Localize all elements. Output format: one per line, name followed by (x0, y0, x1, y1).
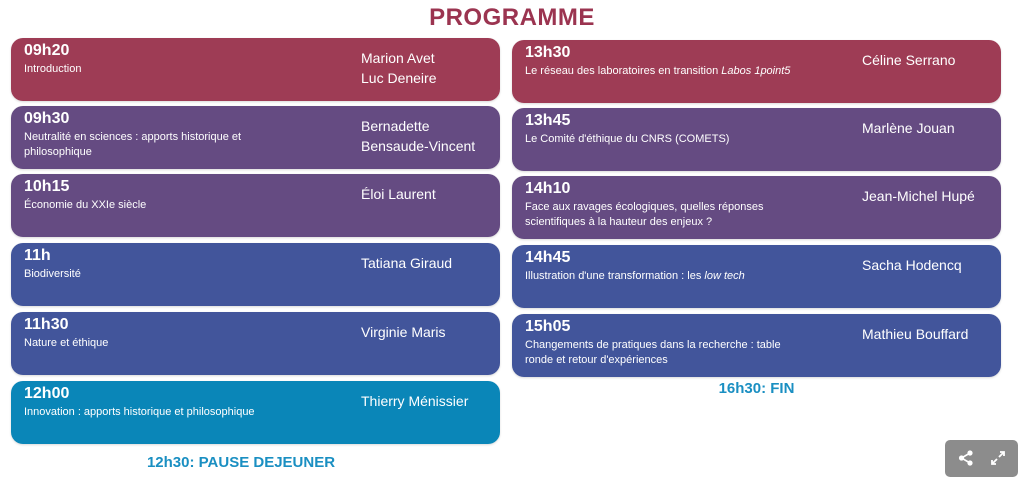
description-text: Introduction (24, 63, 82, 75)
session-speaker: Jean-Michel Hupé (862, 186, 997, 206)
description-text: Innovation : apports historique et philo… (24, 406, 255, 418)
session-speaker: Bernadette Bensaude-Vincent (361, 116, 496, 156)
session-card: 11h30 Nature et éthique Virginie Maris (11, 312, 500, 375)
speaker-name: Éloi Laurent (361, 186, 436, 202)
session-description: Biodiversité (24, 267, 309, 282)
session-description: Économie du XXIe siècle (24, 198, 309, 213)
session-speaker: Céline Serrano (862, 50, 997, 70)
speaker-name: Jean-Michel Hupé (862, 188, 975, 204)
speaker-name: Marion Avet (361, 50, 435, 66)
session-speaker: Virginie Maris (361, 322, 496, 342)
session-description: Neutralité en sciences : apports histori… (24, 130, 309, 160)
page-title: PROGRAMME (429, 4, 595, 31)
session-time: 09h30 (24, 110, 70, 127)
speaker-name: Mathieu Bouffard (862, 326, 969, 342)
speaker-name: Luc Deneire (361, 70, 437, 86)
description-text: Économie du XXIe siècle (24, 199, 147, 211)
session-description: Le réseau des laboratoires en transition… (525, 64, 810, 79)
session-time: 13h45 (525, 112, 571, 129)
session-time: 12h00 (24, 385, 70, 402)
session-card: 12h00 Innovation : apports historique et … (11, 381, 500, 444)
session-card: 13h45 Le Comité d'éthique du CNRS (COMETS… (512, 108, 1001, 171)
session-description: Nature et éthique (24, 336, 309, 351)
session-time: 11h (24, 247, 51, 264)
session-speaker: Marlène Jouan (862, 118, 997, 138)
session-description: Innovation : apports historique et philo… (24, 405, 309, 420)
speaker-name: Tatiana Giraud (361, 255, 453, 271)
session-time: 15h05 (525, 318, 571, 335)
session-card: 14h45 Illustration d'une transformation :… (512, 245, 1001, 308)
session-time: 14h45 (525, 249, 571, 266)
description-text: Illustration d'une transformation : les (525, 270, 705, 282)
description-text: Nature et éthique (24, 337, 109, 349)
description-text: Le Comité d'éthique du CNRS (COMETS) (525, 133, 730, 145)
session-time: 10h15 (24, 178, 70, 195)
session-time: 13h30 (525, 44, 571, 61)
description-italic: low tech (704, 270, 745, 282)
description-text: Face aux ravages écologiques, quelles ré… (525, 201, 764, 228)
speaker-name: Thierry Ménissier (361, 393, 469, 409)
session-time: 09h20 (24, 42, 70, 59)
speaker-name: Virginie Maris (361, 324, 446, 340)
speaker-name: Sacha Hodencq (862, 257, 962, 273)
session-card: 10h15 Économie du XXIe siècle Éloi Laurent (11, 174, 500, 237)
session-speaker: Marion Avet Luc Deneire (361, 48, 496, 88)
share-icon[interactable] (957, 449, 975, 472)
session-speaker: Thierry Ménissier (361, 391, 496, 411)
speaker-name: Marlène Jouan (862, 120, 955, 136)
speaker-name: Céline Serrano (862, 52, 956, 68)
description-italic: Labos 1point5 (721, 65, 791, 77)
session-card: 11h Biodiversité Tatiana Giraud (11, 243, 500, 306)
speaker-name: Bensaude-Vincent (361, 138, 476, 154)
lunch-break-label: 12h30: PAUSE DEJEUNER (146, 454, 336, 471)
session-card: 15h05 Changements de pratiques dans la re… (512, 314, 1001, 377)
fullscreen-icon[interactable] (989, 449, 1007, 472)
description-text: Neutralité en sciences : apports histori… (24, 131, 242, 158)
session-description: Introduction (24, 62, 309, 77)
session-time: 11h30 (24, 316, 69, 333)
end-label: 16h30: FIN (718, 380, 795, 397)
description-text: Changements de pratiques dans la recherc… (525, 339, 781, 366)
session-speaker: Tatiana Giraud (361, 253, 496, 273)
session-card: 13h30 Le réseau des laboratoires en trans… (512, 40, 1001, 103)
session-description: Face aux ravages écologiques, quelles ré… (525, 200, 810, 230)
session-card: 14h10 Face aux ravages écologiques, quell… (512, 176, 1001, 239)
session-card: 09h30 Neutralité en sciences : apports hi… (11, 106, 500, 169)
session-speaker: Mathieu Bouffard (862, 324, 997, 344)
session-description: Illustration d'une transformation : les … (525, 269, 810, 284)
description-text: Le réseau des laboratoires en transition (525, 65, 722, 77)
session-speaker: Sacha Hodencq (862, 255, 997, 275)
description-text: Biodiversité (24, 268, 81, 280)
session-description: Changements de pratiques dans la recherc… (525, 338, 810, 368)
session-speaker: Éloi Laurent (361, 184, 496, 204)
speaker-name: Bernadette (361, 118, 430, 134)
session-card: 09h20 Introduction Marion Avet Luc Deneire (11, 38, 500, 101)
share-widget (945, 440, 1018, 477)
session-time: 14h10 (525, 180, 571, 197)
session-description: Le Comité d'éthique du CNRS (COMETS) (525, 132, 810, 147)
